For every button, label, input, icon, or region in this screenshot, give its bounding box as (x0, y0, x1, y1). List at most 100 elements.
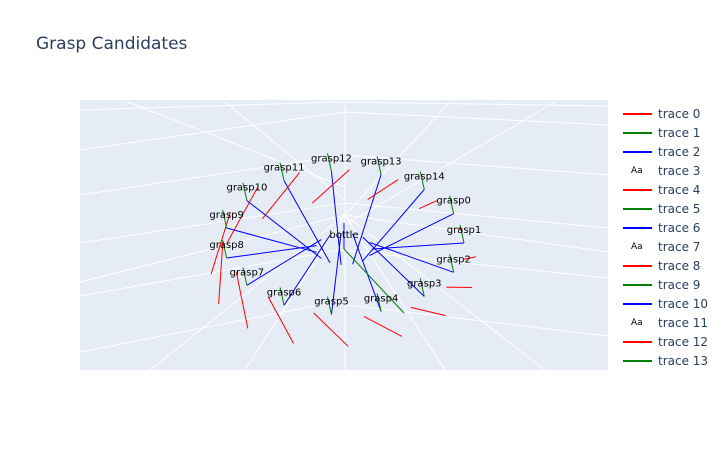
grasp-labels: grasp1grasp2grasp3grasp4grasp5grasp6gras… (209, 153, 481, 307)
grid-line-22 (344, 214, 609, 253)
legend-label: trace 3 (658, 164, 701, 178)
grid-line-16 (79, 101, 339, 111)
legend-item-trace-7[interactable]: Aa trace 7 (622, 238, 708, 257)
legend-swatch (622, 219, 652, 238)
legend-item-trace-2[interactable]: trace 2 (622, 143, 708, 162)
legend-swatch (622, 181, 652, 200)
legend-swatch (622, 333, 652, 352)
grip-line-grasp14 (418, 199, 438, 210)
up-line-grasp6 (279, 287, 285, 306)
legend-swatch: Aa (622, 162, 652, 181)
legend-item-trace-5[interactable]: trace 5 (622, 200, 708, 219)
legend-item-trace-13[interactable]: trace 13 (622, 352, 708, 371)
up-line-grasp13 (376, 156, 382, 175)
legend-swatch (622, 124, 652, 143)
approach-line-grasp3 (362, 236, 425, 297)
legend-item-trace-3[interactable]: Aa trace 3 (622, 162, 708, 181)
legend-label: trace 13 (658, 354, 709, 368)
grid-line-6 (79, 249, 341, 297)
label-grasp1: grasp1 (447, 225, 482, 236)
label-grasp14: grasp14 (404, 171, 445, 182)
legend-swatch (622, 295, 652, 314)
label-grasp12: grasp12 (311, 153, 352, 164)
approach-line-grasp11 (283, 180, 331, 264)
grid-line-18 (244, 214, 346, 371)
legend-label: trace 7 (658, 240, 701, 254)
legend-item-trace-8[interactable]: trace 8 (622, 257, 708, 276)
legend-label: trace 11 (658, 316, 709, 330)
up-line-grasp0 (449, 195, 455, 214)
up-line-grasp5 (326, 296, 332, 315)
up-line-grasp2 (449, 254, 455, 273)
up-line-grasp7 (242, 267, 248, 286)
legend-label: trace 0 (658, 107, 701, 121)
legend-label: trace 5 (658, 202, 701, 216)
approach-line-grasp1 (371, 242, 465, 250)
legend-label: trace 9 (658, 278, 701, 292)
legend-line-icon (623, 208, 652, 210)
approach-line-grasp13 (352, 174, 382, 265)
legend-swatch (622, 105, 652, 124)
grip-line-grasp1 (463, 256, 477, 260)
grid-line-11 (224, 101, 346, 201)
legend-item-trace-11[interactable]: Aa trace 11 (622, 314, 708, 333)
grip-line-grasp3 (410, 306, 446, 317)
label-grasp2: grasp2 (436, 254, 471, 265)
label-grasp3: grasp3 (407, 279, 442, 290)
up-line-grasp11 (279, 162, 285, 181)
legend-text-icon: Aa (631, 166, 643, 176)
legend-item-trace-1[interactable]: trace 1 (622, 124, 708, 143)
chart-title: Grasp Candidates (36, 34, 188, 54)
scene-grid (79, 101, 609, 371)
grid-line-8 (79, 302, 331, 353)
legend-line-icon (623, 113, 652, 115)
up-line-grasp10 (242, 182, 248, 201)
grip-line-grasp7 (235, 272, 249, 329)
grip-line-grasp10 (226, 187, 258, 245)
grid-line-2 (79, 154, 346, 196)
grip-line-grasp13 (367, 179, 399, 200)
legend-item-trace-10[interactable]: trace 10 (622, 295, 708, 314)
grid-line-5 (344, 202, 609, 229)
legend-item-trace-9[interactable]: trace 9 (622, 276, 708, 295)
legend-item-trace-12[interactable]: trace 12 (622, 333, 708, 352)
legend-line-icon (623, 284, 652, 286)
legend-line-icon (623, 303, 652, 305)
legend-swatch: Aa (622, 314, 652, 333)
up-line-grasp8 (222, 239, 228, 259)
grid-line-7 (339, 249, 609, 279)
legend-item-trace-4[interactable]: trace 4 (622, 181, 708, 200)
legend-label: trace 8 (658, 259, 701, 273)
legend: trace 0 trace 1 trace 2 Aa trace 3 trace 4 tra… (622, 105, 708, 371)
grid-line-4 (79, 202, 346, 244)
approach-line-grasp9 (226, 227, 317, 253)
approach-line-grasp4 (352, 233, 382, 312)
legend-line-icon (623, 132, 652, 134)
legend-label: trace 6 (658, 221, 701, 235)
legend-line-icon (623, 189, 652, 191)
legend-swatch: Aa (622, 238, 652, 257)
legend-label: trace 1 (658, 126, 701, 140)
grid-line-0 (79, 111, 346, 151)
label-grasp6: grasp6 (267, 287, 302, 298)
legend-label: trace 12 (658, 335, 709, 349)
up-line-grasp3 (419, 278, 425, 297)
label-grasp0: grasp0 (436, 196, 471, 207)
legend-item-trace-0[interactable]: trace 0 (622, 105, 708, 124)
up-line-grasp1 (459, 224, 465, 244)
grip-line-grasp11 (262, 172, 300, 220)
grip-line-grasp4 (363, 316, 403, 337)
legend-label: trace 10 (658, 297, 709, 311)
grip-line-grasp6 (267, 297, 295, 344)
grid-line-21 (344, 214, 546, 371)
grid-line-23 (79, 214, 346, 283)
legend-item-trace-6[interactable]: trace 6 (622, 219, 708, 238)
grid-line-20 (344, 214, 446, 371)
label-grasp10: grasp10 (226, 183, 267, 194)
label-grasp4: grasp4 (364, 293, 399, 304)
grid-line-13 (344, 101, 451, 216)
legend-swatch (622, 352, 652, 371)
grid-line-15 (337, 101, 609, 107)
label-grasp7: grasp7 (230, 267, 265, 278)
